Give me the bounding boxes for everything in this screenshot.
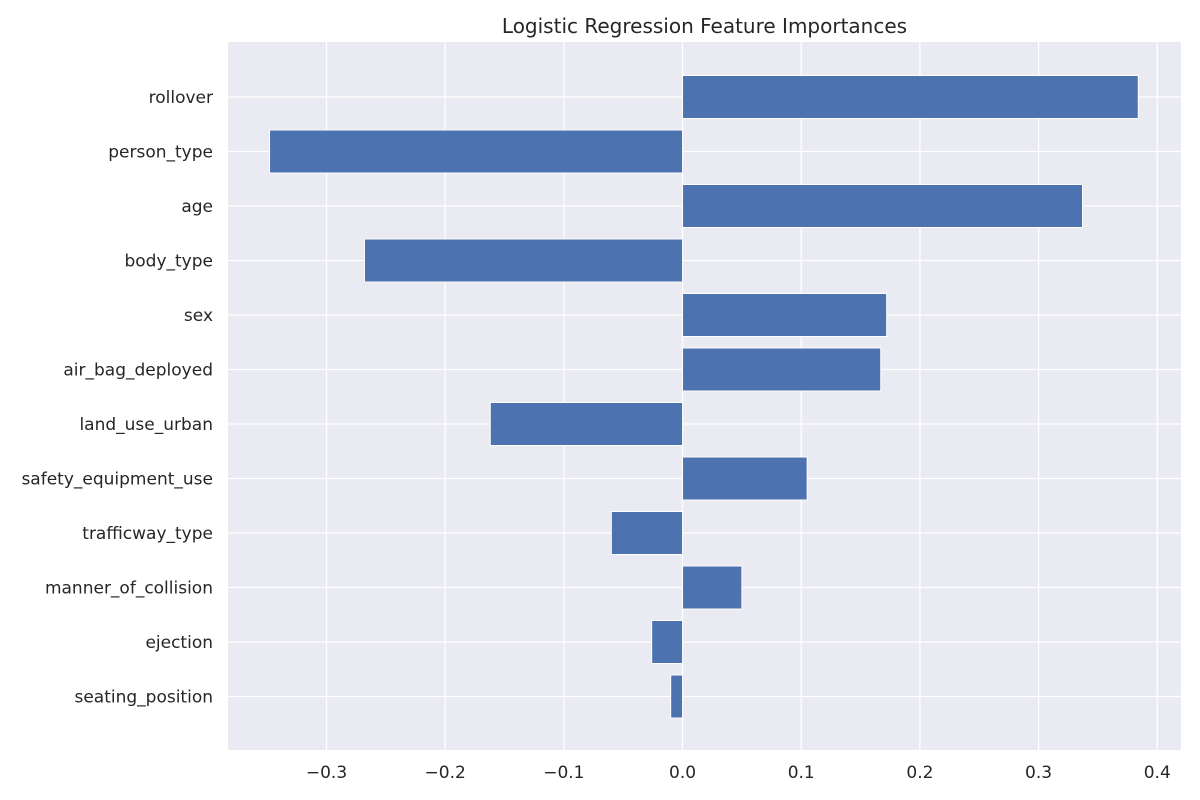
x-tick-label: −0.1 — [543, 763, 584, 783]
x-tick-label: 0.3 — [1025, 763, 1052, 783]
bar-air-bag-deployed — [682, 347, 882, 392]
x-tick-labels: −0.3 −0.2 −0.1 0.0 0.1 0.2 0.3 0.4 — [306, 763, 1171, 783]
bar-rollover — [682, 75, 1139, 119]
bar-sex — [682, 293, 888, 337]
x-tick-label: 0.1 — [788, 763, 815, 783]
x-tick-label: 0.2 — [906, 763, 933, 783]
y-tick-label: seating_position — [74, 688, 213, 708]
x-tick-label: −0.2 — [425, 763, 466, 783]
y-tick-label: sex — [184, 306, 213, 326]
y-tick-label: age — [181, 197, 213, 217]
y-tick-label: safety_equipment_use — [21, 470, 213, 490]
bar-ejection — [651, 620, 684, 664]
y-tick-label: trafficway_type — [82, 524, 213, 544]
x-tick-label: 0.0 — [669, 763, 696, 783]
chart-title: Logistic Regression Feature Importances — [502, 14, 907, 38]
y-tick-label: manner_of_collision — [45, 579, 213, 599]
bar-age — [682, 184, 1083, 228]
bar-body-type — [363, 238, 684, 283]
bar-trafficway-type — [610, 511, 684, 555]
bar-manner-of-collision — [682, 565, 743, 610]
y-tick-label: air_bag_deployed — [63, 361, 213, 381]
y-tick-label: body_type — [124, 252, 213, 272]
y-tick-label: rollover — [149, 88, 213, 108]
bars — [269, 75, 1139, 719]
bar-land-use-urban — [489, 402, 684, 446]
x-tick-label: −0.3 — [306, 763, 347, 783]
y-tick-label: ejection — [145, 633, 213, 653]
y-tick-label: person_type — [108, 143, 213, 163]
bar-seating-position — [670, 674, 684, 719]
x-tick-label: 0.4 — [1144, 763, 1171, 783]
bar-person-type — [269, 129, 684, 174]
bar-safety-equipment-use — [682, 456, 808, 501]
y-tick-label: land_use_urban — [79, 415, 213, 435]
